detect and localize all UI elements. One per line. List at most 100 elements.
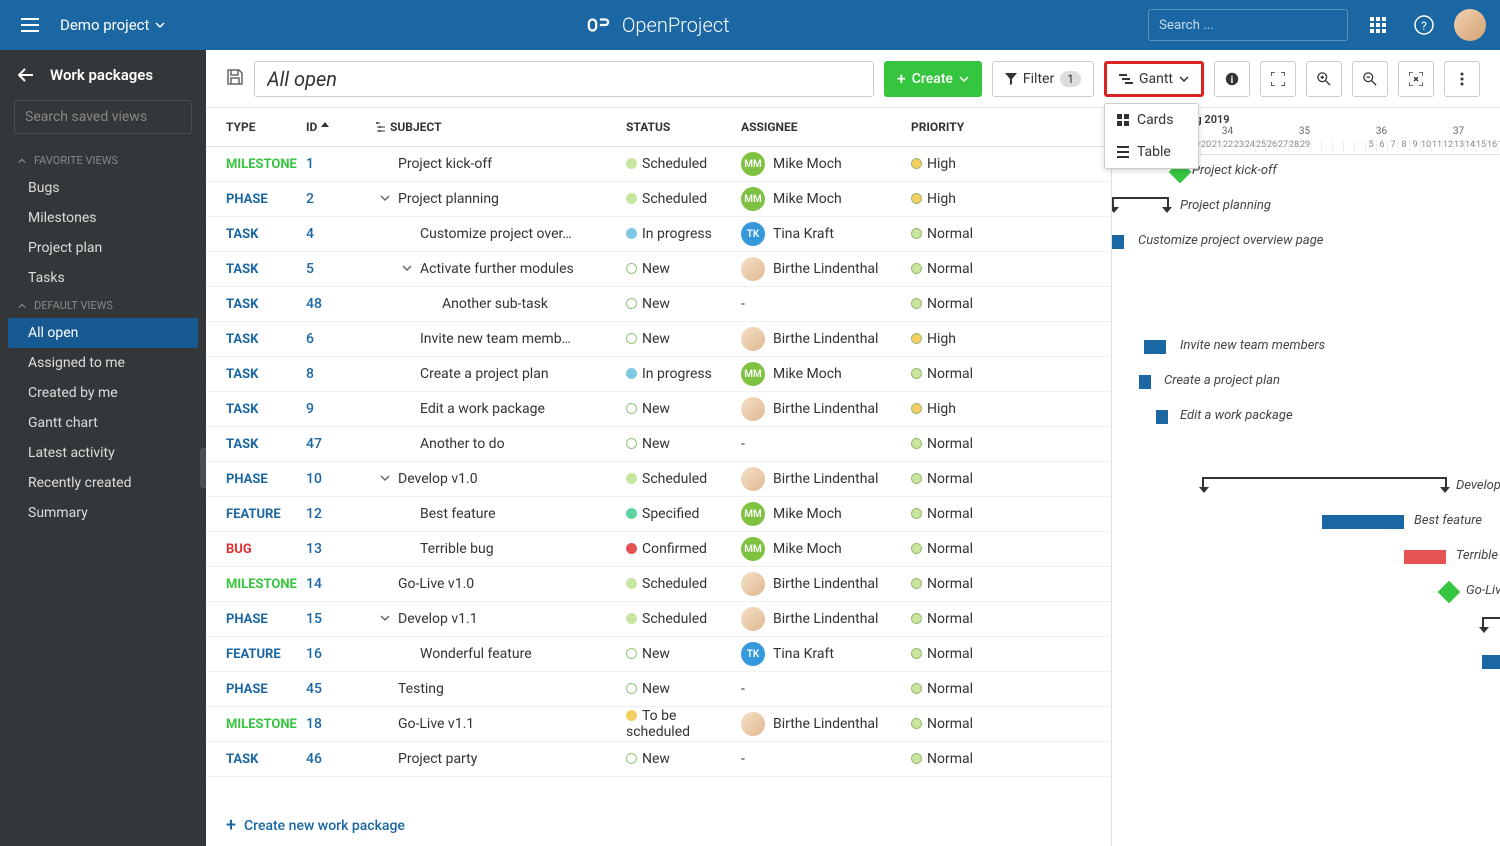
hamburger-icon[interactable] [14,9,46,41]
expand-icon[interactable] [380,611,394,627]
gantt-bar[interactable] [1322,515,1404,529]
cell-id[interactable]: 12 [306,506,376,522]
save-icon[interactable] [226,68,244,90]
sidebar-item[interactable]: Assigned to me [0,348,206,378]
sidebar-item[interactable]: Latest activity [0,438,206,468]
gantt-bar[interactable] [1482,655,1500,669]
sidebar-item[interactable]: Tasks [0,263,206,293]
cell-id[interactable]: 6 [306,331,376,347]
fullscreen-button[interactable] [1260,61,1296,97]
sidebar-item[interactable]: Project plan [0,233,206,263]
modules-icon[interactable] [1362,9,1394,41]
cell-subject[interactable]: Edit a work package [376,401,626,417]
cell-subject[interactable]: Invite new team memb… [376,331,626,347]
cell-subject[interactable]: Testing [376,681,626,697]
cell-subject[interactable]: Customize project over… [376,226,626,242]
global-search[interactable] [1148,9,1348,41]
cell-id[interactable]: 46 [306,751,376,767]
zoom-fit-button[interactable] [1398,61,1434,97]
gantt-view-button[interactable]: Gantt [1104,61,1204,97]
table-row[interactable]: TASK47Another to doNew-Normal [206,427,1111,462]
gantt-bar[interactable] [1144,340,1166,354]
cell-subject[interactable]: Project party [376,751,626,767]
global-search-input[interactable] [1159,18,1336,33]
cell-id[interactable]: 5 [306,261,376,277]
column-assignee[interactable]: ASSIGNEE [741,120,911,134]
user-avatar[interactable] [1454,9,1486,41]
gantt-bar[interactable] [1404,550,1446,564]
cell-id[interactable]: 1 [306,156,376,172]
gantt-phase[interactable] [1202,477,1447,487]
table-row[interactable]: TASK4Customize project over…In progressT… [206,217,1111,252]
default-views-header[interactable]: DEFAULT VIEWS [0,293,206,318]
column-subject[interactable]: SUBJECT [376,120,626,134]
cell-subject[interactable]: Wonderful feature [376,646,626,662]
cell-id[interactable]: 18 [306,716,376,732]
table-row[interactable]: PHASE45TestingNew-Normal [206,672,1111,707]
table-row[interactable]: MILESTONE18Go-Live v1.1To be scheduledBi… [206,707,1111,742]
cell-id[interactable]: 16 [306,646,376,662]
cell-id[interactable]: 47 [306,436,376,452]
sidebar-item[interactable]: Bugs [0,173,206,203]
table-row[interactable]: PHASE2Project planningScheduledMMMike Mo… [206,182,1111,217]
more-button[interactable] [1444,61,1480,97]
cell-id[interactable]: 14 [306,576,376,592]
table-row[interactable]: TASK5Activate further modulesNewBirthe L… [206,252,1111,287]
column-id[interactable]: ID [306,120,376,134]
favorite-views-header[interactable]: FAVORITE VIEWS [0,148,206,173]
sidebar-item[interactable]: Summary [0,498,206,528]
view-title-input[interactable] [254,61,874,97]
zoom-in-button[interactable] [1306,61,1342,97]
table-row[interactable]: TASK48Another sub-taskNew-Normal [206,287,1111,322]
saved-views-search-input[interactable] [25,109,203,125]
sidebar-item[interactable]: Created by me [0,378,206,408]
table-row[interactable]: FEATURE12Best featureSpecifiedMMMike Moc… [206,497,1111,532]
cell-id[interactable]: 9 [306,401,376,417]
gantt-phase[interactable] [1482,617,1500,627]
cell-id[interactable]: 13 [306,541,376,557]
table-row[interactable]: TASK46Project partyNew-Normal [206,742,1111,777]
cell-subject[interactable]: Develop v1.0 [376,471,626,487]
cell-id[interactable]: 45 [306,681,376,697]
cell-subject[interactable]: Activate further modules [376,261,626,277]
expand-icon[interactable] [380,191,394,207]
help-icon[interactable]: ? [1408,9,1440,41]
expand-icon[interactable] [402,261,416,277]
cell-id[interactable]: 8 [306,366,376,382]
cell-subject[interactable]: Develop v1.1 [376,611,626,627]
column-type[interactable]: TYPE [226,120,306,134]
sidebar-item[interactable]: Recently created [0,468,206,498]
filter-button[interactable]: Filter 1 [992,61,1094,97]
cell-id[interactable]: 10 [306,471,376,487]
cell-subject[interactable]: Project planning [376,191,626,207]
table-row[interactable]: MILESTONE1Project kick-offScheduledMMMik… [206,147,1111,182]
cell-id[interactable]: 2 [306,191,376,207]
create-work-package-link[interactable]: +Create new work package [206,805,1111,846]
project-selector[interactable]: Demo project [60,16,165,34]
create-button[interactable]: +Create [884,61,982,97]
gantt-bar[interactable] [1156,410,1168,424]
table-row[interactable]: BUG13Terrible bugConfirmedMMMike MochNor… [206,532,1111,567]
table-row[interactable]: FEATURE16Wonderful featureNewTKTina Kraf… [206,637,1111,672]
table-row[interactable]: MILESTONE14Go-Live v1.0ScheduledBirthe L… [206,567,1111,602]
gantt-bar[interactable] [1112,235,1124,249]
saved-views-search[interactable] [14,100,192,134]
expand-icon[interactable] [380,471,394,487]
table-row[interactable]: TASK6Invite new team memb…NewBirthe Lind… [206,322,1111,357]
info-button[interactable]: i [1214,61,1250,97]
table-row[interactable]: TASK9Edit a work packageNewBirthe Linden… [206,392,1111,427]
cell-subject[interactable]: Terrible bug [376,541,626,557]
view-mode-cards[interactable]: Cards [1105,104,1198,136]
cell-subject[interactable]: Another sub-task [376,296,626,312]
sidebar-item[interactable]: Gantt chart [0,408,206,438]
cell-id[interactable]: 15 [306,611,376,627]
cell-subject[interactable]: Go-Live v1.0 [376,576,626,592]
cell-subject[interactable]: Project kick-off [376,156,626,172]
cell-id[interactable]: 4 [306,226,376,242]
table-row[interactable]: PHASE15Develop v1.1ScheduledBirthe Linde… [206,602,1111,637]
back-arrow-icon[interactable] [18,68,34,82]
cell-subject[interactable]: Best feature [376,506,626,522]
zoom-out-button[interactable] [1352,61,1388,97]
sidebar-item[interactable]: Milestones [0,203,206,233]
sidebar-item[interactable]: All open [8,318,198,348]
